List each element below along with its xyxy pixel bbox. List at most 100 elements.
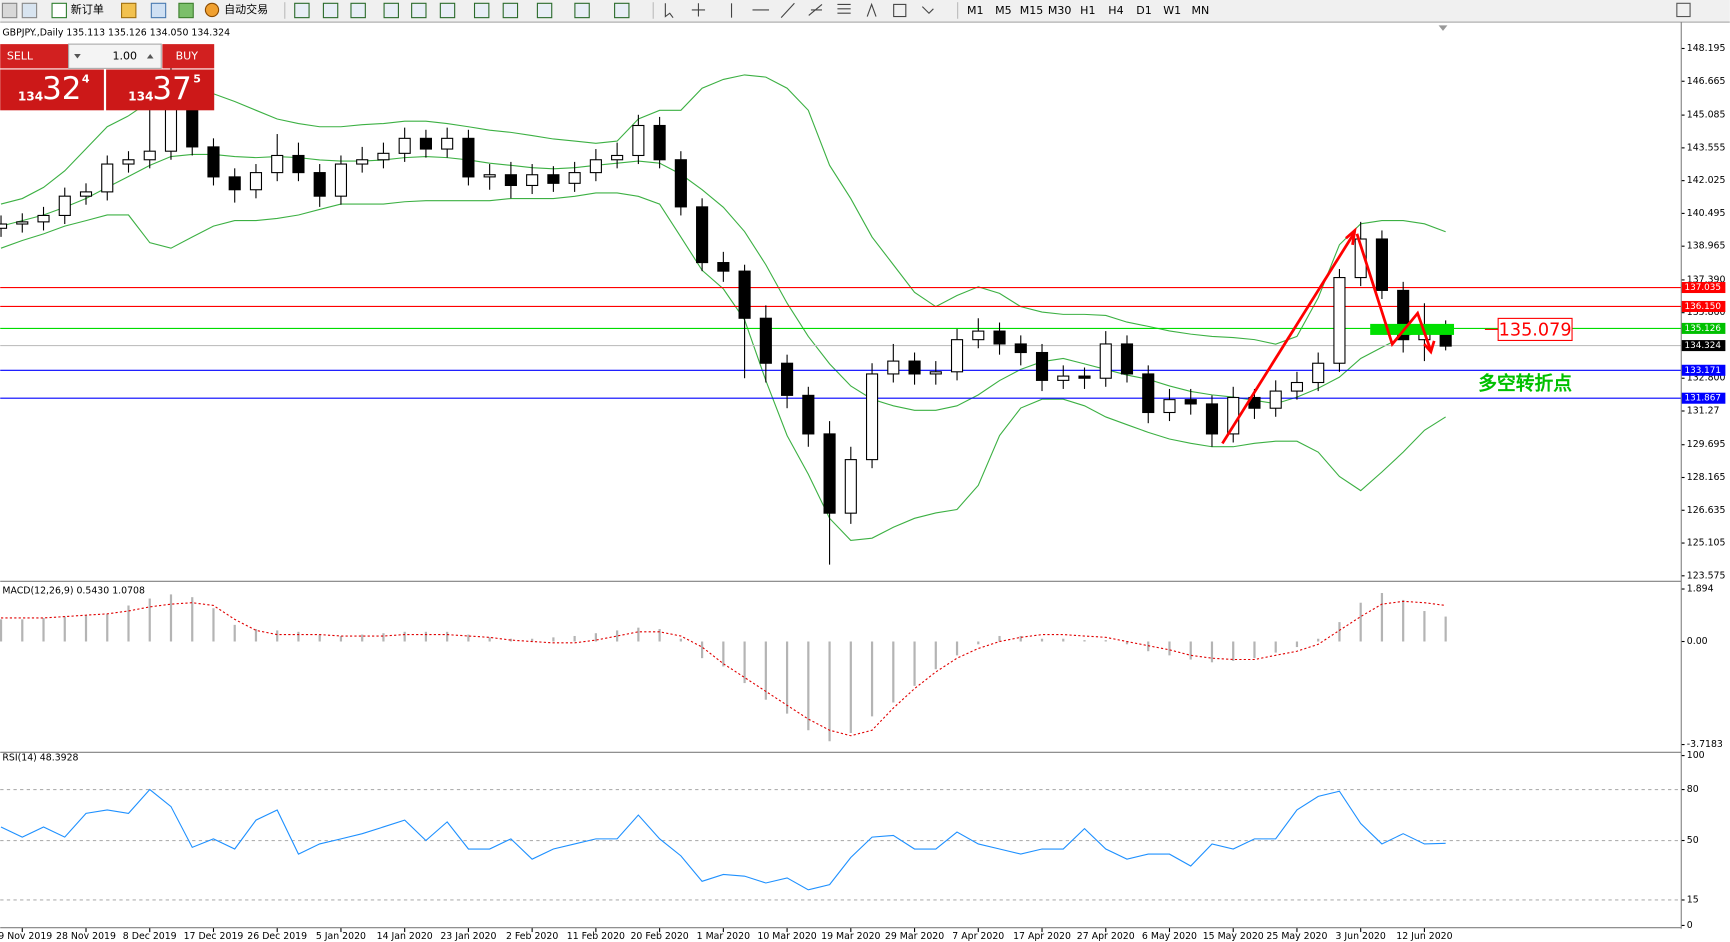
- arrow-up: [1221, 233, 1355, 445]
- candle-body: [313, 172, 326, 197]
- candle-body: [547, 174, 560, 184]
- lots-value[interactable]: 1.00: [112, 49, 137, 62]
- price-level-box: [1681, 364, 1726, 376]
- icon[interactable]: [664, 3, 674, 18]
- buy-button[interactable]: [162, 44, 215, 69]
- icon[interactable]: [294, 2, 310, 19]
- plot-area: 148.195 146.665 145.085 143.555 142.025 140.4…: [0, 28, 1726, 942]
- candle-body: [696, 206, 709, 264]
- timeframe[interactable]: W1: [1163, 4, 1181, 17]
- marker-label: 135.079: [1499, 321, 1572, 341]
- icon[interactable]: [21, 2, 38, 19]
- bid-box[interactable]: [0, 69, 104, 111]
- price-level-box: [1681, 392, 1726, 404]
- timeframe[interactable]: MN: [1191, 4, 1209, 17]
- icon[interactable]: [120, 2, 137, 19]
- candle-body: [781, 362, 794, 396]
- candle-body: [1205, 403, 1219, 435]
- candle-body: [972, 330, 985, 341]
- icon[interactable]: [383, 2, 399, 19]
- timeframe[interactable]: M15: [1020, 4, 1044, 17]
- candle-body: [1333, 277, 1346, 364]
- y-tick-label: 140.495: [1687, 208, 1726, 219]
- x-tick-label: 25 May 2020: [1266, 931, 1327, 942]
- lots-down[interactable]: [74, 54, 81, 59]
- timeframe[interactable]: M1: [967, 4, 984, 17]
- lots-field[interactable]: [68, 43, 162, 69]
- candle-body: [717, 262, 730, 272]
- buy-label[interactable]: BUY: [176, 49, 199, 62]
- icon[interactable]: [178, 2, 194, 19]
- icon[interactable]: [350, 2, 366, 19]
- ask-box[interactable]: [106, 69, 215, 111]
- sell-label[interactable]: SELL: [7, 49, 34, 62]
- x-tick-label: 20 Feb 2020: [630, 931, 688, 942]
- icon[interactable]: [893, 3, 907, 18]
- x-tick-label: 7 Apr 2020: [952, 931, 1004, 942]
- candle-body: [993, 330, 1006, 345]
- icon[interactable]: [411, 2, 427, 19]
- timeframe[interactable]: M30: [1048, 4, 1072, 17]
- candle-body: [526, 174, 539, 187]
- candle-body: [122, 159, 135, 165]
- icon[interactable]: [691, 3, 706, 17]
- icon[interactable]: [574, 2, 590, 19]
- candle-body: [207, 146, 220, 178]
- icon[interactable]: [473, 2, 490, 19]
- timeframe[interactable]: D1: [1136, 4, 1151, 17]
- lots-up[interactable]: [146, 54, 154, 59]
- y-tick-label: 143.555: [1687, 142, 1726, 153]
- y-tick-label: 100: [1687, 750, 1705, 761]
- icon[interactable]: [921, 6, 934, 15]
- icon[interactable]: [150, 2, 167, 19]
- candle-body: [802, 394, 815, 435]
- icon[interactable]: [51, 2, 67, 19]
- x-tick-label: 26 Dec 2019: [247, 931, 307, 942]
- icon[interactable]: [780, 2, 795, 19]
- x-tick-label: 17 Dec 2019: [184, 931, 244, 942]
- arrow-head: [1423, 340, 1436, 355]
- icon[interactable]: [322, 2, 339, 19]
- icon[interactable]: [439, 2, 456, 19]
- icon[interactable]: [808, 3, 823, 16]
- x-tick-label: 3 Jun 2020: [1336, 931, 1386, 942]
- timeframes: M1 M5 M15 M30 H1 H4 D1 W1 MN: [967, 4, 1209, 17]
- timeframe[interactable]: H4: [1108, 4, 1123, 17]
- candle-body: [334, 163, 348, 197]
- y-tick-label: 137.390: [1687, 274, 1726, 285]
- trade-panel: SELL 1.00 BUY 134 32 4 134 37 5: [0, 43, 215, 111]
- candle-body: [929, 371, 942, 375]
- sell-button[interactable]: [0, 44, 69, 69]
- y-tick-label: 132.800: [1687, 373, 1726, 384]
- chart-title: GBPJPY.,Daily 135.113 135.126 134.050 13…: [2, 28, 230, 39]
- x-tick-label: 6 May 2020: [1142, 931, 1197, 942]
- y-tick-label: 131.27: [1687, 405, 1720, 416]
- candle-body: [1057, 375, 1070, 381]
- price-level-label: 135.126: [1685, 324, 1722, 334]
- y-tick-label: 148.195: [1687, 43, 1726, 54]
- icon[interactable]: [866, 2, 877, 17]
- candle-body: [58, 195, 71, 216]
- y-tick-label: 129.695: [1687, 439, 1726, 450]
- toolbar-button[interactable]: 自动交易: [224, 2, 268, 16]
- timeframe[interactable]: M5: [995, 4, 1012, 17]
- candle-body: [865, 373, 879, 461]
- candle-body: [674, 159, 687, 208]
- icon[interactable]: [502, 2, 519, 19]
- band-lower: [0, 192, 1446, 541]
- candle-body: [398, 137, 411, 154]
- icon[interactable]: [837, 3, 851, 14]
- search-icon[interactable]: [1676, 2, 1691, 18]
- toolbar-button[interactable]: 新订单: [71, 2, 104, 16]
- icon[interactable]: [204, 2, 220, 18]
- x-tick-label: 10 Mar 2020: [757, 931, 816, 942]
- candle-body: [79, 191, 93, 197]
- icon[interactable]: [614, 2, 630, 19]
- icon[interactable]: [1, 2, 18, 19]
- icon[interactable]: [536, 2, 553, 19]
- price-level-box: [1681, 282, 1726, 294]
- ask-main: 37: [152, 71, 191, 107]
- timeframe[interactable]: H1: [1080, 4, 1095, 17]
- y-tick-label: 142.025: [1687, 175, 1726, 186]
